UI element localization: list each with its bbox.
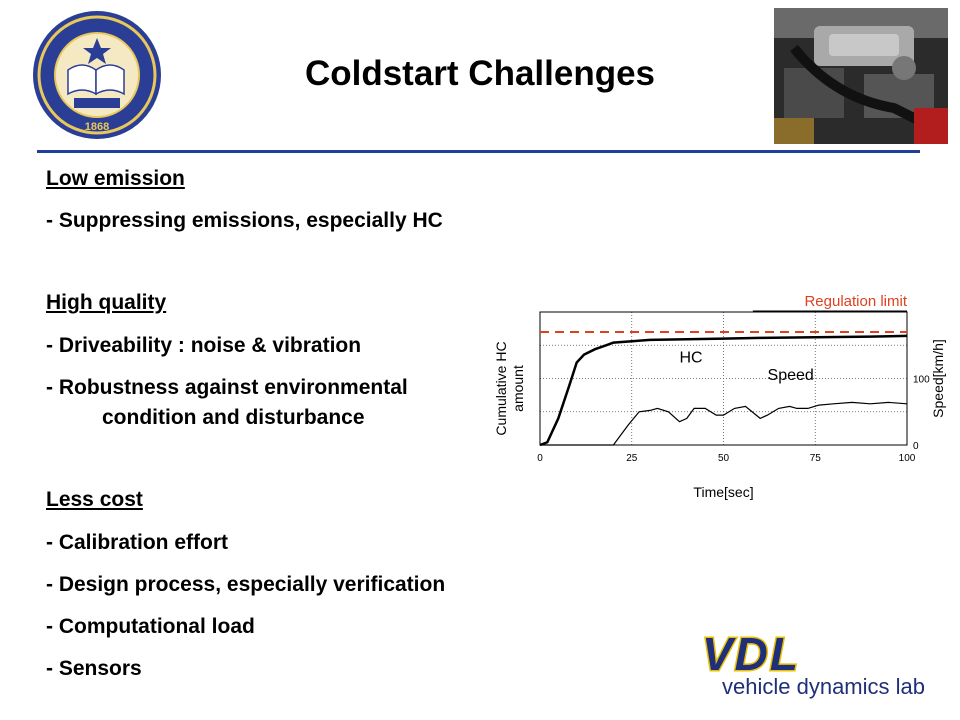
bullet-robustness: - Robustness against environmental (46, 376, 408, 399)
bullet-design-process: - Design process, especially verificatio… (46, 573, 446, 596)
heading-low-emission: Low emission (46, 167, 185, 190)
x-tick-label: 25 (626, 453, 638, 464)
series-line-hc (539, 334, 908, 447)
plot-frame (539, 311, 908, 446)
x-axis-label: Time[sec] (693, 484, 753, 500)
series-line-speed (540, 401, 908, 446)
uc-seal-logo: 1868 (30, 8, 165, 143)
vdl-logo: VDL vehicle dynamics lab (700, 627, 952, 700)
heading-less-cost: Less cost (46, 488, 143, 511)
x-tick-label: 100 (899, 453, 916, 464)
bullet-calibration-effort: - Calibration effort (46, 531, 228, 554)
chart-grid (540, 312, 907, 445)
x-tick-label: 50 (718, 453, 730, 464)
hc-speed-chart: 0 25 50 75 100 0 100 Regulation limit HC Speed… (488, 290, 960, 510)
title-divider (37, 150, 920, 153)
bullet-driveability: - Driveability : noise & vibration (46, 334, 362, 357)
y-axis-label-right: Speed[km/h] (930, 339, 946, 418)
y-axis-label-left: Cumulative HCamount (493, 341, 526, 435)
bullet-robustness-continued: condition and disturbance (102, 406, 365, 429)
vdl-logo-icon: VDL vehicle dynamics lab (701, 627, 925, 700)
uc-seal-icon: 1868 (33, 11, 161, 139)
right-tick-label: 100 (913, 375, 930, 386)
x-tick-label: 75 (810, 453, 822, 464)
regulation-limit-label: Regulation limit (804, 293, 907, 310)
page-title: Coldstart Challenges (304, 54, 656, 93)
bullet-suppressing-emissions: - Suppressing emissions, especially HC (46, 209, 443, 232)
bullet-sensors: - Sensors (46, 657, 142, 680)
series-label-speed: Speed (768, 367, 814, 384)
series-label-hc: HC (679, 350, 702, 367)
heading-high-quality: High quality (46, 291, 167, 314)
engine-photo (774, 8, 948, 144)
vdl-letters: VDL (702, 628, 800, 680)
engine-photo-icon (774, 8, 948, 144)
vdl-subtitle: vehicle dynamics lab (722, 674, 925, 699)
bullet-computational-load: - Computational load (46, 615, 255, 638)
svg-text:1868: 1868 (85, 121, 109, 133)
x-tick-label: 0 (537, 453, 543, 464)
right-tick-label: 0 (913, 441, 919, 452)
